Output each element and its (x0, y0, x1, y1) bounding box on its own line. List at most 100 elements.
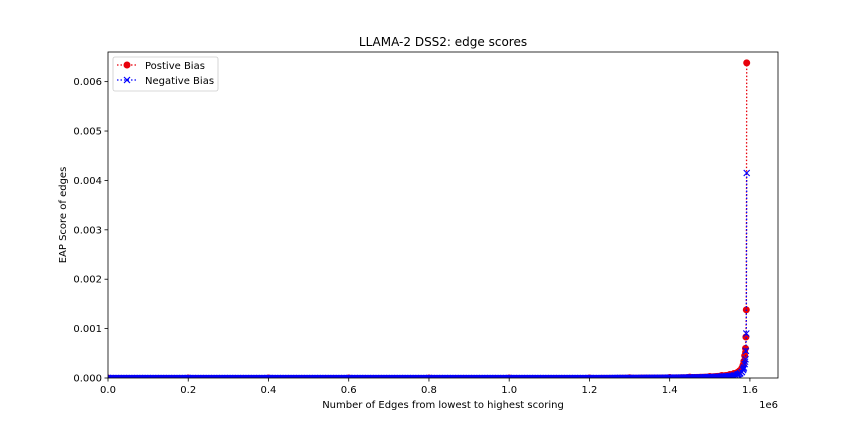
data-point (493, 374, 500, 378)
data-point (372, 374, 380, 378)
data-point (677, 374, 685, 378)
data-point (191, 374, 199, 378)
data-point (356, 374, 364, 378)
data-point (367, 374, 375, 378)
data-point (261, 374, 269, 378)
data-point (258, 374, 266, 378)
x-axis: 0.0 0.2 0.4 0.6 0.8 1.0 1.2 1.4 1.6 (100, 378, 758, 396)
data-point (406, 374, 414, 378)
data-point (205, 374, 213, 378)
data-point (423, 374, 431, 378)
data-point (451, 374, 458, 378)
data-point (231, 374, 239, 378)
data-point (178, 374, 186, 378)
data-point (542, 374, 550, 378)
data-point (464, 374, 471, 378)
data-point (383, 374, 391, 378)
data-point (247, 374, 255, 378)
data-point (131, 374, 139, 378)
data-point (430, 374, 438, 378)
data-point (409, 374, 417, 378)
data-point (555, 374, 563, 378)
data-point (343, 374, 351, 378)
data-point (277, 374, 285, 378)
data-point (115, 374, 123, 378)
data-point (202, 374, 210, 378)
data-point (274, 374, 282, 378)
data-point (108, 374, 115, 378)
data-point (563, 374, 571, 378)
data-point (693, 373, 701, 378)
data-point (414, 374, 422, 378)
data-point (196, 374, 203, 378)
data-point (188, 374, 195, 378)
data-point (207, 374, 215, 378)
data-point (433, 374, 441, 378)
data-point (122, 374, 130, 378)
data-point (576, 374, 584, 378)
chart-title: LLAMA-2 DSS2: edge scores (359, 35, 527, 49)
data-point (399, 374, 407, 378)
data-point (218, 374, 226, 378)
data-point (547, 374, 555, 378)
data-point (204, 374, 211, 378)
data-point (229, 374, 237, 378)
data-point (521, 374, 529, 378)
data-point (154, 374, 162, 378)
data-point (265, 374, 272, 378)
data-point (675, 374, 683, 378)
data-point (279, 374, 287, 378)
data-point (350, 374, 357, 378)
data-point (742, 355, 749, 363)
data-point (318, 374, 325, 378)
data-point (380, 374, 388, 378)
data-point (396, 374, 404, 378)
data-point (223, 374, 231, 378)
data-point (298, 374, 306, 378)
data-point (225, 374, 232, 378)
data-point (354, 374, 362, 378)
x-axis-offset-label: 1e6 (759, 400, 778, 411)
data-point (348, 374, 356, 378)
data-point (332, 374, 340, 378)
legend-box (112, 56, 219, 92)
data-point (212, 374, 219, 378)
data-point (502, 374, 510, 378)
data-point (741, 358, 749, 366)
data-point (287, 374, 295, 378)
data-point (404, 374, 412, 378)
data-point (210, 374, 218, 378)
data-point (565, 374, 572, 378)
data-point (706, 373, 714, 378)
data-point (216, 374, 224, 378)
data-point (481, 374, 489, 378)
data-point (351, 374, 359, 378)
data-point (457, 374, 465, 378)
data-point (172, 374, 179, 378)
data-point (520, 374, 527, 378)
data-point (441, 374, 449, 378)
data-point (371, 374, 378, 378)
y-axis-label: EAP Score of edges (58, 167, 69, 264)
data-point (359, 374, 367, 378)
data-point (138, 374, 146, 378)
data-point (157, 374, 165, 378)
data-point (364, 374, 372, 378)
data-point (443, 374, 450, 378)
data-point (252, 374, 259, 378)
data-point (330, 374, 338, 378)
data-point (152, 374, 160, 378)
data-point (241, 374, 248, 378)
data-point (139, 374, 147, 378)
data-point (460, 374, 468, 378)
data-point (244, 374, 251, 378)
y-tick-label: 0.005 (73, 127, 102, 138)
data-point (393, 374, 401, 378)
data-point (688, 374, 696, 378)
x-tick-label: 1.6 (742, 385, 758, 396)
data-point (574, 374, 582, 378)
legend-label-negative: Negative Bias (145, 76, 214, 87)
data-point (579, 374, 587, 378)
data-point (175, 374, 182, 378)
data-point (282, 374, 290, 378)
